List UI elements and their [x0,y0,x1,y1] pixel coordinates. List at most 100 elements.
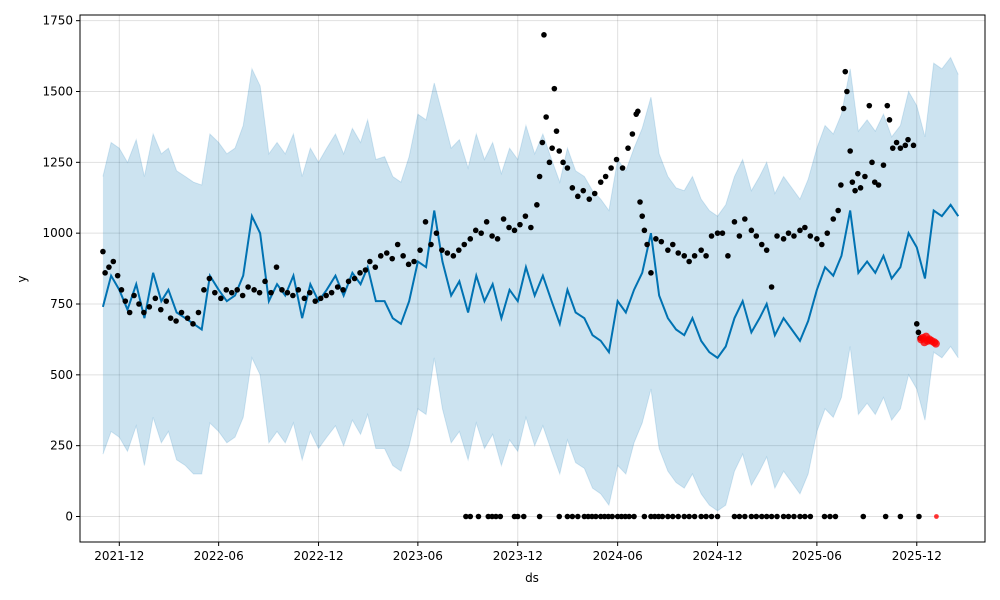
x-tick-label: 2022-12 [293,549,343,563]
observed-point [725,253,731,259]
observed-point [658,238,665,245]
observed-point [553,128,560,134]
observed-point [206,275,213,282]
observed-point [602,173,609,180]
observed-zero-point [768,513,775,520]
observed-point [163,298,170,304]
observed-point [323,292,329,299]
observed-point [637,199,643,205]
grid [80,15,985,542]
observed-point [675,250,682,256]
observed-point [472,227,479,234]
observed-zero-point [593,513,599,520]
plot-frame [79,14,986,543]
observed-point [262,278,268,285]
observed-zero-point [556,513,563,520]
observed-zero-point [475,513,482,520]
observed-point [731,219,738,225]
x-tick-label: 2021-12 [94,549,144,563]
observed-zero-point [520,513,527,520]
observed-point [478,230,484,236]
observed-zero-point [686,513,692,520]
observed-point [648,270,654,276]
observed-point [114,272,121,279]
observed-zero-point [748,513,755,520]
observed-zero-point [497,513,504,520]
observed-point [102,270,108,276]
observed-point [362,267,369,273]
observed-point [644,241,650,248]
observed-point [862,173,868,180]
x-tick-label: 2024-06 [593,549,643,563]
observed-zero-point [698,513,704,520]
observed-point [218,295,224,302]
observed-point [394,241,401,248]
observed-point [597,179,604,185]
observed-zero-point [669,513,676,520]
observed-point [847,148,853,154]
observed-point [184,315,191,321]
observed-point [691,253,698,259]
y-tick-label: 1500 [42,85,73,99]
observed-point [483,219,490,225]
observed-point [591,190,598,197]
observed-point [372,264,379,270]
observed-point [586,196,593,202]
observed-point [884,102,891,109]
observed-point [405,261,412,268]
observed-point [106,264,112,270]
observed-point [268,289,274,296]
observed-point [251,287,257,293]
observed-point [635,108,641,115]
observed-point [807,233,814,239]
observed-point [167,315,174,321]
observed-zero-point [753,513,760,520]
observed-point [517,221,523,228]
observed-point [126,309,133,316]
observed-point [195,309,202,316]
observed-point [886,117,893,123]
observed-point [539,139,546,146]
observed-point [830,216,837,222]
y-tick-label: 1750 [42,14,73,28]
observed-point [613,156,620,163]
x-tick-label: 2022-06 [194,549,244,563]
observed-point [763,247,770,253]
observed-point [748,227,755,234]
observed-zero-point [631,513,637,520]
observed-zero-point [802,513,808,520]
observed-zero-point [467,513,474,520]
observed-zero-point [691,513,698,520]
upper-bound-line [102,56,959,217]
observed-point [913,321,920,327]
observed-point [110,258,117,265]
observed-zero-point [827,513,833,520]
observed-point [234,287,241,293]
observed-point [824,230,831,236]
observed-point [461,241,468,248]
observed-point [902,142,909,149]
observed-point [136,301,142,307]
observed-zero-point [575,513,581,520]
observed-point [880,162,887,168]
y-tick-label: 500 [50,368,73,382]
observed-point [897,145,904,151]
observed-zero-point [785,513,792,520]
x-tick-label: 2023-06 [393,549,443,563]
observed-point [489,233,495,239]
observed-zero-point [731,513,738,520]
observed-point [201,287,207,293]
observed-point [686,258,692,265]
observed-point [835,207,841,214]
observed-point [797,227,803,234]
observed-point [802,224,808,231]
observed-zero-point [780,513,787,520]
observed-point [279,287,285,293]
x-tick-label: 2025-06 [792,549,842,563]
observed-point [141,309,147,316]
observed-point [893,139,900,146]
observed-point [340,287,346,293]
observed-point [422,219,429,225]
observed-zero-point [797,513,803,520]
observed-point [357,270,363,276]
